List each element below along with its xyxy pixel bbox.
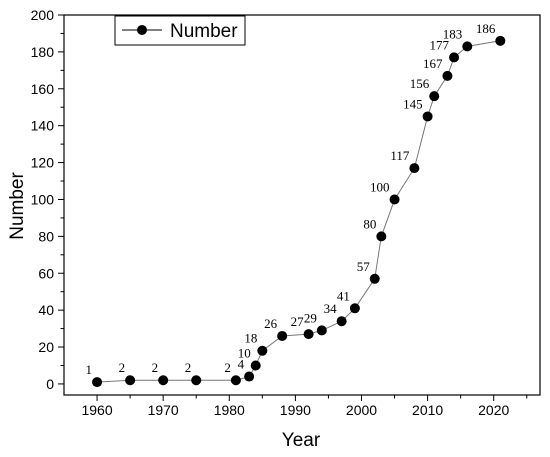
data-point: [257, 345, 268, 356]
data-label: 4: [238, 357, 245, 372]
data-point: [429, 91, 440, 102]
plot-area-border: [63, 14, 541, 396]
data-label: 10: [238, 345, 251, 360]
legend-marker: [137, 25, 147, 35]
data-point: [125, 375, 136, 386]
y-tick-label: 120: [31, 155, 55, 171]
data-point: [244, 371, 255, 382]
data-point: [191, 375, 202, 386]
data-point: [336, 316, 347, 327]
data-label: 34: [324, 301, 338, 316]
x-tick-label: 2000: [346, 402, 377, 418]
data-label: 2: [224, 360, 231, 375]
data-label: 183: [443, 26, 463, 41]
data-point: [442, 70, 453, 81]
data-label: 167: [423, 56, 443, 71]
data-point: [277, 330, 288, 341]
x-tick-label: 1990: [280, 402, 311, 418]
data-point: [158, 375, 169, 386]
data-label: 57: [357, 259, 371, 274]
plot-frame: [63, 14, 541, 396]
data-label: 2: [185, 360, 192, 375]
data-label: 186: [476, 21, 496, 36]
data-point: [389, 194, 400, 205]
data-point: [250, 360, 261, 371]
y-tick-label: 0: [46, 376, 54, 392]
data-point: [303, 329, 314, 340]
y-tick-label: 80: [38, 228, 54, 244]
x-axis: 1960 1970 1980 1990 2000 2010 2020: [81, 395, 528, 418]
series-line: [97, 40, 501, 383]
data-label: 145: [403, 96, 423, 111]
y-axis-title: Number: [7, 172, 28, 240]
legend-label: Number: [170, 21, 238, 42]
data-point: [462, 41, 473, 52]
data-label: 177: [430, 37, 450, 52]
y-tick-label: 20: [38, 339, 54, 355]
data-label: 2: [152, 360, 159, 375]
y-tick-label: 140: [31, 118, 55, 134]
data-point: [409, 163, 420, 174]
legend: Number: [114, 15, 246, 46]
data-label: 18: [244, 331, 257, 346]
y-tick-label: 40: [38, 302, 54, 318]
y-tick-label: 200: [31, 7, 55, 23]
data-label: 27: [291, 314, 305, 329]
x-tick-label: 1970: [148, 402, 179, 418]
data-point: [376, 231, 387, 242]
data-point: [422, 111, 433, 122]
data-label: 26: [264, 316, 278, 331]
x-tick-label: 2020: [478, 402, 509, 418]
data-label: 41: [337, 288, 350, 303]
data-label: 1: [86, 362, 93, 377]
y-tick-label: 60: [38, 265, 54, 281]
data-point: [495, 35, 506, 46]
data-label: 100: [370, 179, 390, 194]
data-label: 29: [304, 310, 317, 325]
data-point: [316, 325, 327, 336]
x-axis-title: Year: [282, 430, 321, 451]
y-axis: 0 20 40 60 80 100 120 140 160 180 200: [31, 7, 64, 392]
data-point: [369, 273, 380, 284]
y-tick-label: 180: [31, 44, 55, 60]
x-tick-label: 1980: [214, 402, 245, 418]
x-tick-label: 1960: [81, 402, 112, 418]
data-label: 2: [119, 360, 126, 375]
data-label: 80: [363, 216, 376, 231]
data-point: [92, 377, 103, 388]
data-label: 117: [390, 148, 410, 163]
y-tick-label: 160: [31, 81, 55, 97]
data-point: [349, 303, 360, 314]
y-tick-label: 100: [31, 191, 55, 207]
data-point: [230, 375, 241, 386]
x-tick-label: 2010: [412, 402, 443, 418]
data-label: 156: [410, 76, 430, 91]
data-point: [449, 52, 460, 63]
